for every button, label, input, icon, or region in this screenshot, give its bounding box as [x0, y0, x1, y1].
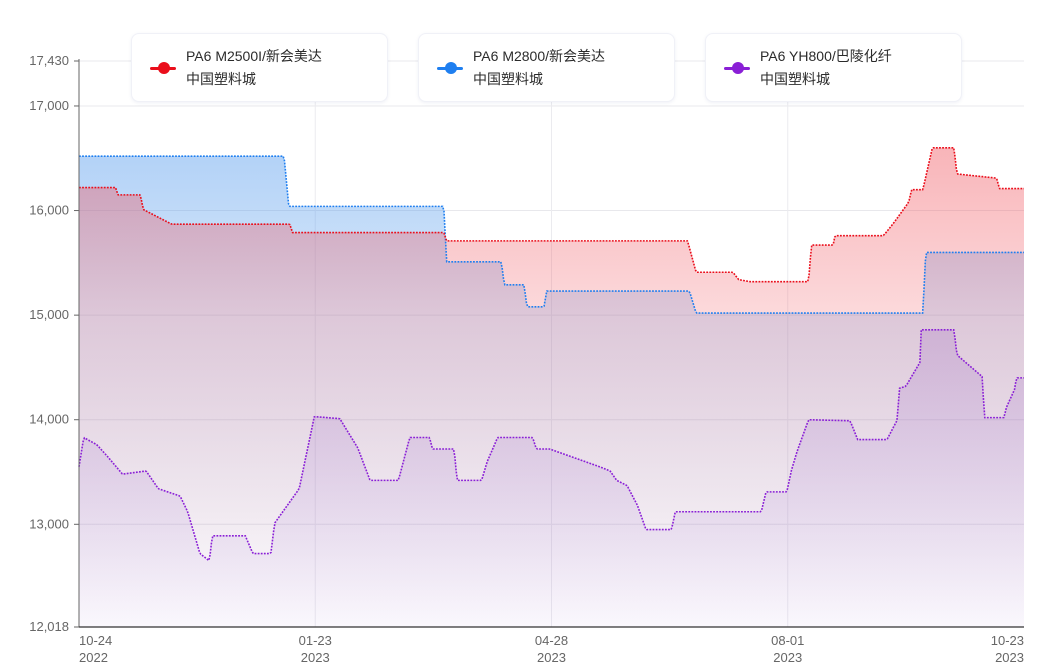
- svg-text:2023: 2023: [995, 650, 1024, 663]
- svg-text:08-01: 08-01: [771, 633, 804, 648]
- svg-text:17,000: 17,000: [29, 98, 69, 113]
- svg-text:2023: 2023: [301, 650, 330, 663]
- svg-text:2022: 2022: [79, 650, 108, 663]
- svg-text:15,000: 15,000: [29, 307, 69, 322]
- svg-text:04-28: 04-28: [535, 633, 568, 648]
- svg-text:12,018: 12,018: [29, 619, 69, 634]
- svg-text:10-23: 10-23: [991, 633, 1024, 648]
- svg-text:2023: 2023: [773, 650, 802, 663]
- svg-text:10-24: 10-24: [79, 633, 112, 648]
- svg-text:16,000: 16,000: [29, 203, 69, 218]
- svg-text:17,430: 17,430: [29, 53, 69, 68]
- svg-text:14,000: 14,000: [29, 412, 69, 427]
- svg-text:13,000: 13,000: [29, 516, 69, 531]
- svg-text:01-23: 01-23: [299, 633, 332, 648]
- svg-text:2023: 2023: [537, 650, 566, 663]
